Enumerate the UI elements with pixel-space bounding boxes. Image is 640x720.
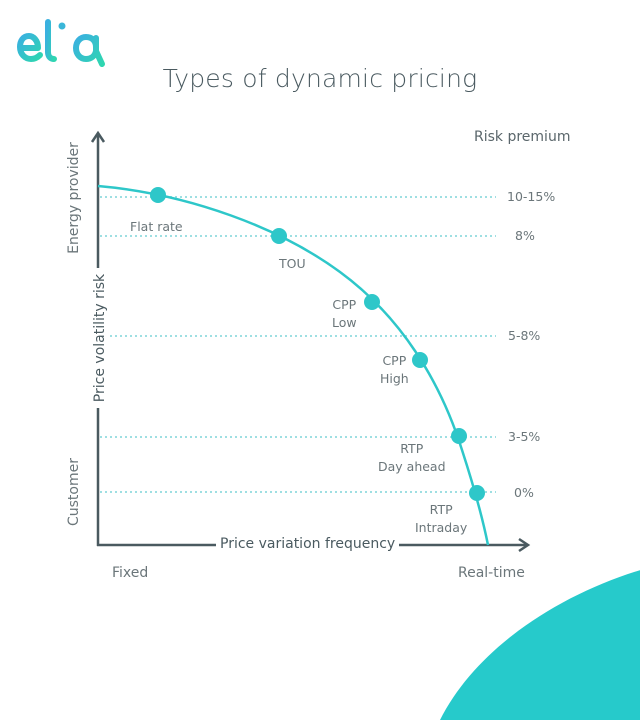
y-axis-title: Price volatility risk [92, 268, 108, 408]
decorative-corner-shape [440, 570, 640, 720]
point-label-rtp-intraday: RTP Intraday [415, 502, 468, 535]
eliq-logo [17, 19, 105, 67]
point-label-cpp-high: CPP High [380, 353, 409, 386]
x-axis-right-label: Real-time [458, 565, 525, 581]
point-label-rtp-day-ahead: RTP Day ahead [378, 441, 446, 474]
risk-premium-header: Risk premium [474, 129, 571, 145]
risk-premium-level: 10-15% [507, 189, 556, 204]
risk-premium-level: 8% [515, 228, 535, 243]
point-label-tou: TOU [279, 256, 306, 271]
pricing-curve [97, 184, 490, 546]
risk-premium-level: 3-5% [508, 429, 541, 444]
x-axis-title: Price variation frequency [216, 536, 400, 552]
risk-premium-level: 0% [514, 485, 534, 500]
point-label-flat-rate: Flat rate [130, 219, 183, 234]
point-label-cpp-low: CPP Low [332, 297, 357, 330]
page-title: Types of dynamic pricing [162, 64, 478, 93]
data-points [150, 187, 485, 501]
risk-premium-level: 5-8% [508, 328, 541, 343]
y-axis-bottom-label: Customer [66, 458, 82, 527]
y-axis-top-label: Energy provider [66, 142, 82, 254]
x-axis-left-label: Fixed [112, 565, 149, 581]
